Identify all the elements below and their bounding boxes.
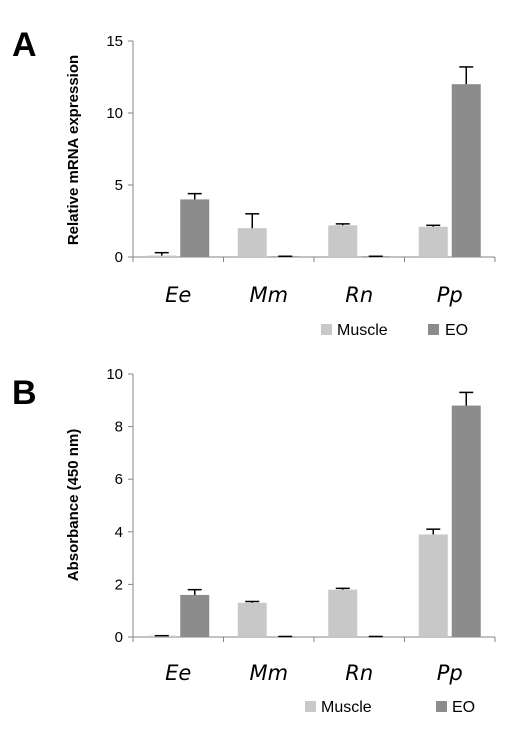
bar-eo-ee-a bbox=[180, 199, 210, 257]
legend-a: Muscle EO bbox=[321, 322, 468, 339]
panel-b: B Absorbance (450 nm) 0 2 4 6 8 10 Ee Mm Rn Pp Mu… bbox=[12, 366, 496, 716]
y-axis-title-a: Relative mRNA expression bbox=[65, 55, 82, 245]
y-tick-label-b: 4 bbox=[115, 524, 123, 541]
bar-eo-ee-b bbox=[180, 594, 210, 637]
bar-muscle-rn-a bbox=[328, 225, 358, 257]
legend-label-muscle-a: Muscle bbox=[337, 322, 388, 339]
y-tick-label-b: 8 bbox=[115, 419, 123, 436]
legend-swatch-eo-b bbox=[436, 701, 447, 712]
bar-muscle-pp-a bbox=[418, 226, 448, 257]
y-tick-label-a: 0 bbox=[115, 249, 123, 266]
y-tick-label-a: 5 bbox=[115, 177, 123, 194]
category-label-mm-b: Mm bbox=[249, 661, 288, 685]
y-tick-label-b: 10 bbox=[106, 366, 123, 383]
bar-muscle-mm-b bbox=[237, 602, 267, 637]
y-tick-label-a: 15 bbox=[106, 33, 123, 50]
panel-letter-b: B bbox=[12, 374, 37, 412]
category-label-rn-b: Rn bbox=[345, 661, 373, 685]
panel-a: A Relative mRNA expression 0 5 10 15 Ee Mm Rn P… bbox=[12, 26, 496, 339]
legend-swatch-eo-a bbox=[428, 324, 439, 335]
bar-eo-pp-b bbox=[451, 405, 481, 637]
legend-label-eo-a: EO bbox=[445, 322, 468, 339]
panel-letter-a: A bbox=[12, 26, 37, 64]
category-label-pp-b: Pp bbox=[437, 661, 463, 685]
legend-label-muscle-b: Muscle bbox=[321, 699, 372, 716]
bar-muscle-mm-a bbox=[237, 228, 267, 257]
bar-muscle-rn-b bbox=[328, 589, 358, 637]
category-label-rn-a: Rn bbox=[345, 283, 373, 307]
plot-area-b: 0 2 4 6 8 10 Ee Mm Rn Pp bbox=[106, 366, 496, 685]
y-tick-label-b: 0 bbox=[115, 629, 123, 646]
legend-swatch-muscle-a bbox=[321, 324, 332, 335]
category-label-mm-a: Mm bbox=[249, 283, 288, 307]
legend-b: Muscle EO bbox=[305, 699, 475, 716]
y-tick-label-b: 6 bbox=[115, 471, 123, 488]
legend-swatch-muscle-b bbox=[305, 701, 316, 712]
bar-eo-pp-a bbox=[451, 84, 481, 257]
bar-muscle-pp-b bbox=[418, 534, 448, 637]
category-label-ee-a: Ee bbox=[165, 283, 191, 307]
legend-label-eo-b: EO bbox=[452, 699, 475, 716]
y-tick-label-b: 2 bbox=[115, 576, 123, 593]
plot-area-a: 0 5 10 15 Ee Mm Rn Pp bbox=[106, 33, 496, 307]
category-label-ee-b: Ee bbox=[165, 661, 191, 685]
category-label-pp-a: Pp bbox=[437, 283, 463, 307]
y-tick-label-a: 10 bbox=[106, 105, 123, 122]
y-axis-title-b: Absorbance (450 nm) bbox=[65, 429, 82, 582]
bar-muscle-ee-a bbox=[147, 255, 177, 257]
